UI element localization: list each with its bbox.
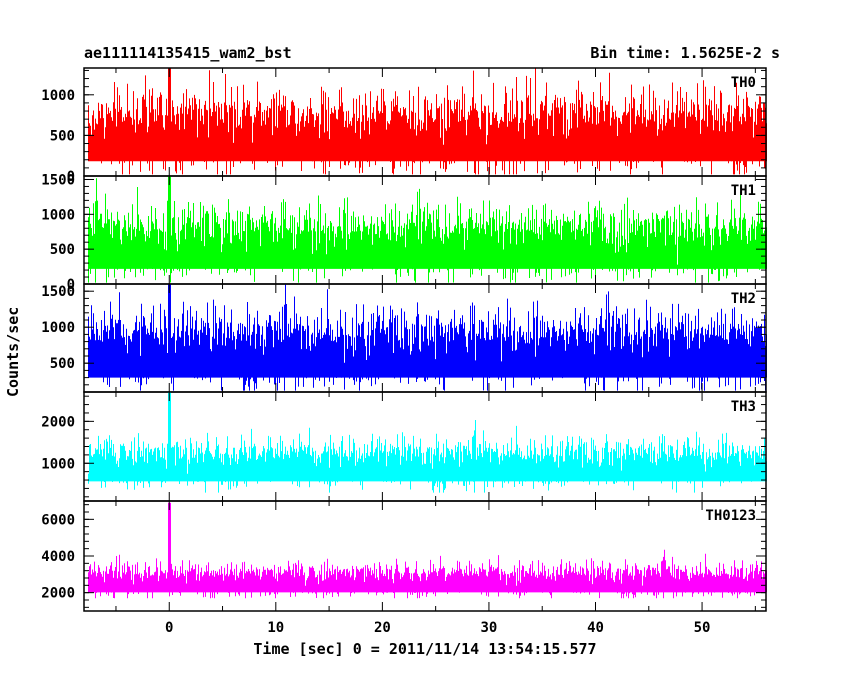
y-tick-label: 1000 — [41, 456, 75, 472]
panel-label-th2: TH2 — [731, 291, 756, 307]
y-tick-label: 0 — [67, 169, 75, 185]
panel-label-th1: TH1 — [731, 183, 756, 199]
y-tick-label: 1500 — [41, 172, 75, 188]
y-tick-label: 1500 — [41, 284, 75, 300]
x-tick-label: 50 — [694, 620, 711, 636]
plot-title: ae111114135415_wam2_bst — [84, 44, 292, 62]
x-tick-label: 40 — [587, 620, 604, 636]
series-trace-th0 — [88, 68, 767, 175]
series-trace-th0123 — [88, 502, 767, 599]
x-tick-label: 0 — [165, 620, 173, 636]
y-tick-label: 1000 — [41, 320, 75, 336]
y-tick-label: 6000 — [41, 512, 75, 528]
x-tick-label: 20 — [374, 620, 391, 636]
y-tick-label: 500 — [50, 356, 75, 372]
y-tick-label: 1000 — [41, 207, 75, 223]
bin-time-label: Bin time: 1.5625E-2 s — [590, 44, 780, 62]
y-tick-label: 1000 — [41, 88, 75, 104]
x-tick-label: 10 — [267, 620, 284, 636]
y-tick-label: 500 — [50, 128, 75, 144]
y-tick-label: 0 — [67, 277, 75, 293]
panel-label-th0123: TH0123 — [705, 508, 756, 524]
series-trace-th3 — [88, 392, 767, 493]
x-axis-label: Time [sec] 0 = 2011/11/14 13:54:15.577 — [253, 640, 597, 658]
panel-label-th0: TH0 — [731, 75, 756, 91]
y-tick-label: 4000 — [41, 549, 75, 565]
y-tick-label: 500 — [50, 242, 75, 258]
series-trace-th2 — [88, 284, 767, 391]
series-trace-th1 — [88, 176, 767, 283]
y-tick-label: 2000 — [41, 586, 75, 602]
panel-label-th3: TH3 — [731, 399, 756, 415]
panel-frame-th3 — [83, 391, 767, 502]
x-tick-label: 30 — [481, 620, 498, 636]
y-tick-label: 2000 — [41, 414, 75, 430]
